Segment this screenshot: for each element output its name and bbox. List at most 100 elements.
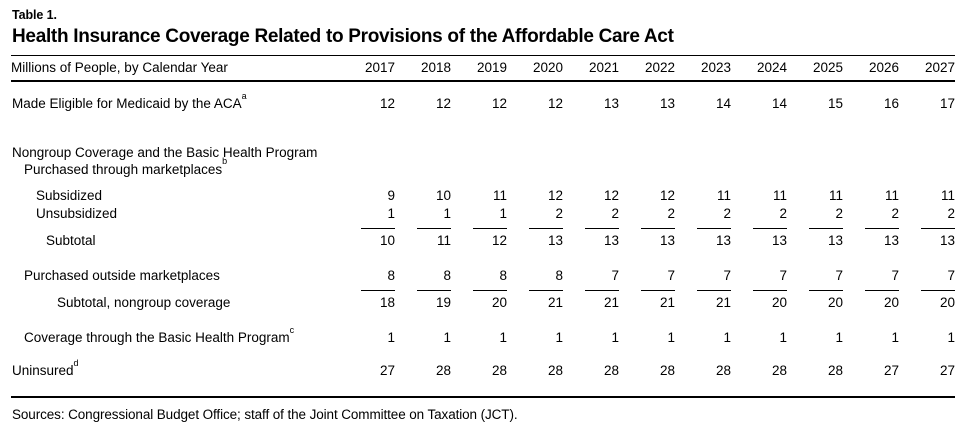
value-cell: 11 <box>940 188 955 203</box>
subtotal-rule <box>529 228 563 229</box>
value-cell: 15 <box>827 96 843 111</box>
rule-cell <box>843 223 899 232</box>
rule-cell <box>451 223 507 232</box>
value-cell: 13 <box>883 233 899 248</box>
spacer-cell <box>11 178 955 187</box>
value-cell: 1 <box>443 206 451 221</box>
value-cell: 28 <box>603 363 619 378</box>
rule-cell <box>619 223 675 232</box>
subtotal-rule <box>417 290 451 291</box>
value-cell: 20 <box>883 295 899 310</box>
value-cell: 7 <box>891 268 899 283</box>
subtotal-rule <box>697 290 731 291</box>
rule-cell <box>675 223 731 232</box>
header-row: Millions of People, by Calendar Year 2017… <box>11 55 955 82</box>
row-label: Subtotal, nongroup coverage <box>57 295 231 310</box>
value-cell: 1 <box>835 330 843 345</box>
value-cell: 27 <box>939 363 955 378</box>
table-row: Coverage through the Basic Health Progra… <box>11 324 955 347</box>
value-cell: 21 <box>659 295 675 310</box>
row-label <box>11 285 339 294</box>
value-cell: 1 <box>779 330 787 345</box>
subtotal-rule <box>921 290 955 291</box>
year-column-header: 2027 <box>899 55 955 82</box>
value-cell: 2 <box>611 206 619 221</box>
value-cell: 1 <box>443 330 451 345</box>
row-label: Coverage through the Basic Health Progra… <box>24 324 295 345</box>
spacer-cell <box>11 380 955 397</box>
spacer-row <box>11 347 955 362</box>
table-row: Subtotal, nongroup coverage 18 19 20 21 21 21 2… <box>11 294 955 312</box>
value-cell: 1 <box>499 206 507 221</box>
subtotal-rule <box>641 228 675 229</box>
subtotal-rule <box>473 290 507 291</box>
value-cell: 18 <box>379 295 395 310</box>
rule-cell <box>731 223 787 232</box>
value-cell: 7 <box>611 268 619 283</box>
rule-cell <box>899 223 955 232</box>
year-column-header: 2026 <box>843 55 899 82</box>
rule-cell <box>563 223 619 232</box>
spacer-row <box>11 178 955 187</box>
value-cell: 27 <box>883 363 899 378</box>
value-cell: 28 <box>659 363 675 378</box>
subtotal-rule <box>865 228 899 229</box>
coverage-table: Millions of People, by Calendar Year 20 1 7… <box>11 55 955 398</box>
spacer-row <box>11 81 955 94</box>
value-cell: 11 <box>828 188 843 203</box>
value-cell: 13 <box>659 233 675 248</box>
value-cell: 2 <box>891 206 899 221</box>
subtotal-rule <box>697 228 731 229</box>
spacer-row <box>11 250 955 267</box>
value-cell: 1 <box>723 330 731 345</box>
subtotal-rule <box>921 228 955 229</box>
footnote-marker: a <box>241 90 247 101</box>
footnote-marker: d <box>73 357 79 368</box>
value-cell: 20 <box>491 295 507 310</box>
rule-cell <box>787 285 843 294</box>
year-column-header: 2023 <box>675 55 731 82</box>
value-cell: 1 <box>891 330 899 345</box>
rule-cell <box>451 285 507 294</box>
table-label: Table 1. <box>12 8 57 22</box>
row-label: Purchased through marketplacesb <box>24 156 228 177</box>
value-cell: 8 <box>387 268 395 283</box>
subtotal-rule <box>809 228 843 229</box>
value-cell: 20 <box>827 295 843 310</box>
row-label: Uninsuredd <box>12 357 79 378</box>
subtotal-rule <box>809 290 843 291</box>
year-column-header: 2024 <box>731 55 787 82</box>
subtotal-rule <box>417 228 451 229</box>
subtotal-rule <box>361 290 395 291</box>
value-cell: 2 <box>947 206 955 221</box>
value-cell: 8 <box>443 268 451 283</box>
value-cell: 11 <box>716 188 731 203</box>
value-cell: 21 <box>547 295 563 310</box>
subtotal-rule <box>753 228 787 229</box>
year-column-header: 2018 <box>395 55 451 82</box>
subtotal-rule <box>641 290 675 291</box>
year-column-header: 2021 <box>563 55 619 82</box>
subtotal-rule <box>529 290 563 291</box>
value-cell: 1 <box>667 330 675 345</box>
rule-cell <box>787 223 843 232</box>
value-cell: 19 <box>435 295 451 310</box>
row-label: Subsidized <box>36 188 103 203</box>
subtotal-rule <box>361 228 395 229</box>
value-cell: 11 <box>884 188 899 203</box>
rule-cell <box>395 285 451 294</box>
header-row-label: Millions of People, by Calendar Year <box>11 55 339 82</box>
year-column-header: 2019 <box>451 55 507 82</box>
value-cell: 1 <box>947 330 955 345</box>
value-cell: 28 <box>491 363 507 378</box>
spacer-row <box>11 380 955 397</box>
value-cell: 13 <box>547 233 563 248</box>
table-row: Subtotal 10 11 12 13 13 13 13 13 13 13 13 <box>11 232 955 250</box>
section-label-row: Purchased through marketplacesb <box>11 156 955 178</box>
footnote-marker: b <box>222 156 228 166</box>
rule-cell <box>507 285 563 294</box>
value-cell: 14 <box>715 96 731 111</box>
row-label: Purchased outside marketplaces <box>24 268 220 283</box>
value-cell: 21 <box>603 295 619 310</box>
